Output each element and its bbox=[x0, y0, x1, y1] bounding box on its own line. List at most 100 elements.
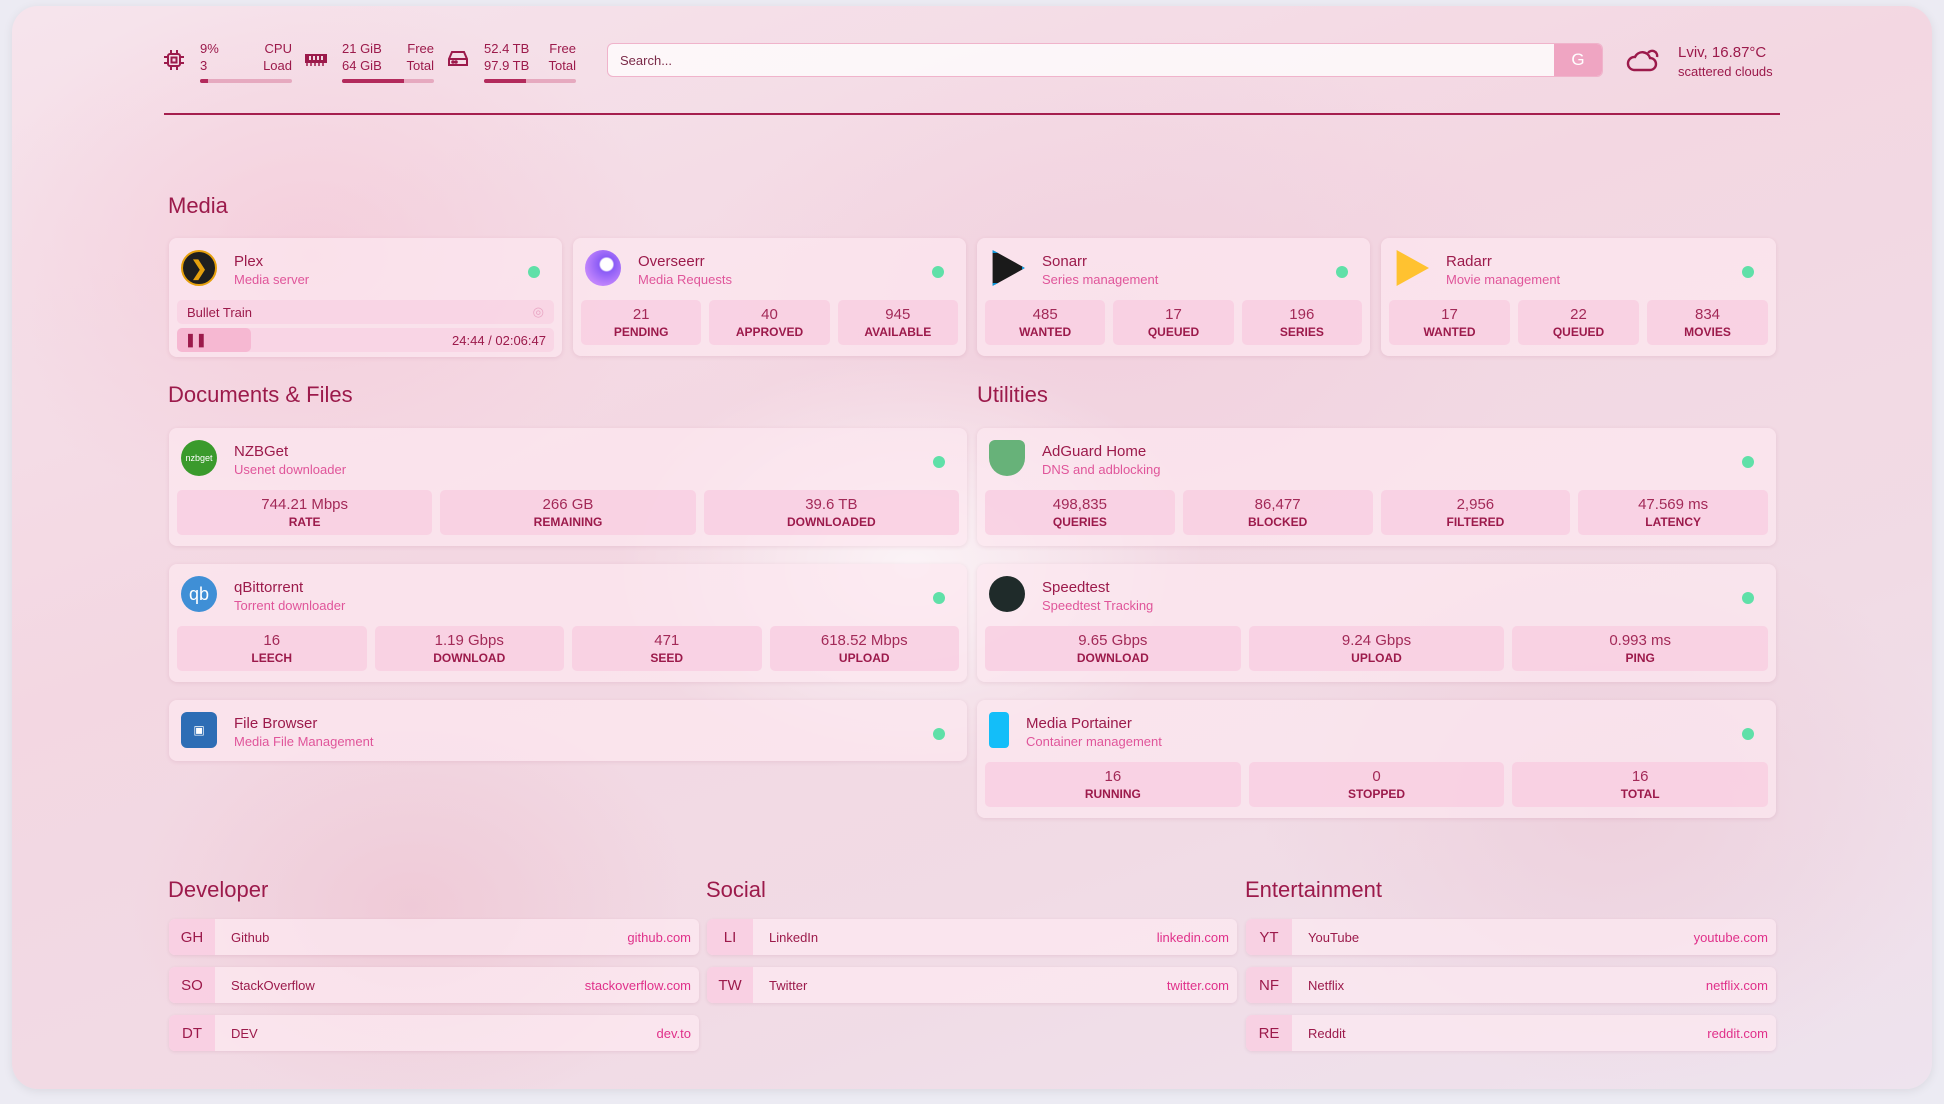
status-dot bbox=[1336, 266, 1348, 278]
adguard-icon bbox=[989, 440, 1025, 476]
service-desc: Container management bbox=[1026, 734, 1162, 749]
bookmark-url[interactable]: reddit.com bbox=[1707, 1025, 1768, 1041]
service-card-overseerr[interactable]: Overseerr Media Requests 21 PENDING 40 APPRO… bbox=[573, 238, 966, 356]
stat-block: 485 WANTED bbox=[985, 300, 1106, 345]
section-heading-documents: Documents & Files bbox=[168, 382, 353, 407]
stat-value: 17 bbox=[1165, 306, 1182, 323]
bookmark-linkedin[interactable]: LI LinkedIn linkedin.com bbox=[707, 919, 1237, 955]
bookmark-group-heading: Social bbox=[706, 877, 766, 902]
stat-label: PING bbox=[1625, 651, 1655, 665]
status-dot bbox=[1742, 266, 1754, 278]
service-card-sonarr[interactable]: Sonarr Series management 485 WANTED 17 QUEUE… bbox=[977, 238, 1370, 356]
service-desc: DNS and adblocking bbox=[1042, 462, 1161, 477]
service-card-plex[interactable]: ❯ Plex Media server Bullet Train ◎ ❚❚ 24:4… bbox=[169, 238, 562, 357]
disk-widget: 52.4 TB Free 97.9 TB Total bbox=[484, 40, 576, 83]
stat-value: 22 bbox=[1570, 306, 1587, 323]
cloud-sun-icon bbox=[1626, 44, 1660, 79]
bookmark-url[interactable]: netflix.com bbox=[1705, 977, 1768, 993]
bookmark-reddit[interactable]: RE Reddit reddit.com bbox=[1246, 1015, 1776, 1051]
bookmark-url[interactable]: linkedin.com bbox=[1156, 929, 1229, 945]
stat-value: 16 bbox=[1631, 768, 1649, 785]
bookmark-abbr: RE bbox=[1246, 1015, 1292, 1051]
service-card-portainer[interactable]: Media Portainer Container management 16 RU… bbox=[977, 700, 1776, 818]
cpu-label: CPU bbox=[264, 41, 292, 56]
search-box: G bbox=[607, 43, 1603, 77]
search-provider-button[interactable]: G bbox=[1554, 44, 1602, 76]
service-card-nzbget[interactable]: nzbget NZBGet Usenet downloader 744.21 Mb… bbox=[169, 428, 967, 546]
bookmark-netflix[interactable]: NF Netflix netflix.com bbox=[1246, 967, 1776, 1003]
stat-value: 744.21 Mbps bbox=[261, 496, 349, 513]
service-desc: Media server bbox=[234, 272, 310, 287]
bookmark-dev[interactable]: DT DEV dev.to bbox=[169, 1015, 699, 1051]
stat-value: 0 bbox=[1372, 768, 1381, 785]
stat-block: 40 APPROVED bbox=[709, 300, 830, 345]
status-dot bbox=[1742, 456, 1754, 468]
service-desc: Speedtest Tracking bbox=[1042, 598, 1154, 613]
pause-icon[interactable]: ❚❚ bbox=[185, 332, 207, 347]
stat-value: 21 bbox=[632, 306, 650, 323]
stat-block: 9.65 Gbps DOWNLOAD bbox=[985, 626, 1241, 671]
playback-progress[interactable]: ❚❚ 24:44 / 02:06:47 bbox=[177, 328, 554, 352]
disk-icon bbox=[447, 50, 469, 73]
bookmark-name: DEV bbox=[231, 1025, 258, 1041]
stat-block: 618.52 Mbps UPLOAD bbox=[769, 626, 959, 671]
bookmark-name: Github bbox=[231, 929, 270, 945]
service-card-filebrowser[interactable]: ▣ File Browser Media File Management bbox=[169, 700, 967, 761]
service-card-speedtest[interactable]: Speedtest Speedtest Tracking 9.65 Gbps DOW… bbox=[977, 564, 1776, 682]
stat-label: BLOCKED bbox=[1247, 515, 1308, 529]
bookmark-url[interactable]: youtube.com bbox=[1693, 929, 1768, 945]
total-label: Total bbox=[548, 58, 576, 73]
service-name: Media Portainer bbox=[1026, 715, 1132, 732]
stat-label: SEED bbox=[650, 651, 684, 665]
stat-value: 86,477 bbox=[1254, 496, 1301, 513]
stat-label: QUERIES bbox=[1052, 515, 1107, 529]
stat-value: 498,835 bbox=[1052, 496, 1107, 513]
service-name: qBittorrent bbox=[234, 579, 304, 596]
bookmark-url[interactable]: stackoverflow.com bbox=[584, 977, 691, 993]
stat-block: 39.6 TB DOWNLOADED bbox=[703, 490, 959, 535]
stat-label: RUNNING bbox=[1084, 787, 1141, 801]
bookmark-url[interactable]: dev.to bbox=[656, 1025, 691, 1041]
stat-value: 471 bbox=[654, 632, 680, 649]
status-dot bbox=[933, 592, 945, 604]
stat-label: DOWNLOAD bbox=[1076, 651, 1149, 665]
stat-label: DOWNLOAD bbox=[433, 651, 506, 665]
stat-value: 47.569 ms bbox=[1638, 496, 1709, 513]
stat-label: STOPPED bbox=[1347, 787, 1406, 801]
bookmark-twitter[interactable]: TW Twitter twitter.com bbox=[707, 967, 1237, 1003]
bookmark-stackoverflow[interactable]: SO StackOverflow stackoverflow.com bbox=[169, 967, 699, 1003]
stat-value: 266 GB bbox=[542, 496, 594, 513]
service-desc: Media File Management bbox=[234, 734, 374, 749]
service-card-radarr[interactable]: Radarr Movie management 17 WANTED 22 QUEUED 8… bbox=[1381, 238, 1776, 356]
stat-block: 16 LEECH bbox=[177, 626, 367, 671]
total-label: Total bbox=[406, 58, 434, 73]
header-divider bbox=[164, 113, 1780, 115]
bookmark-abbr: GH bbox=[169, 919, 215, 955]
disk-bar bbox=[484, 79, 576, 83]
bookmark-abbr: DT bbox=[169, 1015, 215, 1051]
overseerr-icon bbox=[585, 250, 621, 286]
bookmark-url[interactable]: github.com bbox=[627, 929, 691, 945]
stat-block: 16 TOTAL bbox=[1512, 762, 1769, 807]
stat-value: 0.993 ms bbox=[1609, 632, 1672, 649]
bookmark-url[interactable]: twitter.com bbox=[1166, 977, 1229, 993]
service-card-adguard[interactable]: AdGuard Home DNS and adblocking 498,835 QU… bbox=[977, 428, 1776, 546]
stat-label: AVAILABLE bbox=[864, 325, 932, 339]
memory-free: 21 GiB bbox=[342, 41, 382, 56]
stat-label: LEECH bbox=[251, 651, 293, 665]
service-name: Speedtest bbox=[1042, 579, 1110, 596]
stat-value: 2,956 bbox=[1456, 496, 1495, 513]
bookmark-abbr: TW bbox=[707, 967, 753, 1003]
stat-block: 744.21 Mbps RATE bbox=[177, 490, 433, 535]
bookmark-youtube[interactable]: YT YouTube youtube.com bbox=[1246, 919, 1776, 955]
stat-block: 498,835 QUERIES bbox=[985, 490, 1175, 535]
stat-block: 0.993 ms PING bbox=[1512, 626, 1769, 671]
service-card-qbittorrent[interactable]: qb qBittorrent Torrent downloader 16 LEECH… bbox=[169, 564, 967, 682]
bookmark-abbr: LI bbox=[707, 919, 753, 955]
stat-label: FILTERED bbox=[1446, 515, 1505, 529]
now-playing: Bullet Train ◎ bbox=[177, 300, 554, 324]
bookmark-github[interactable]: GH Github github.com bbox=[169, 919, 699, 955]
stat-block: 834 MOVIES bbox=[1647, 300, 1768, 345]
sonarr-icon bbox=[992, 250, 1025, 286]
search-input[interactable] bbox=[608, 52, 1554, 68]
